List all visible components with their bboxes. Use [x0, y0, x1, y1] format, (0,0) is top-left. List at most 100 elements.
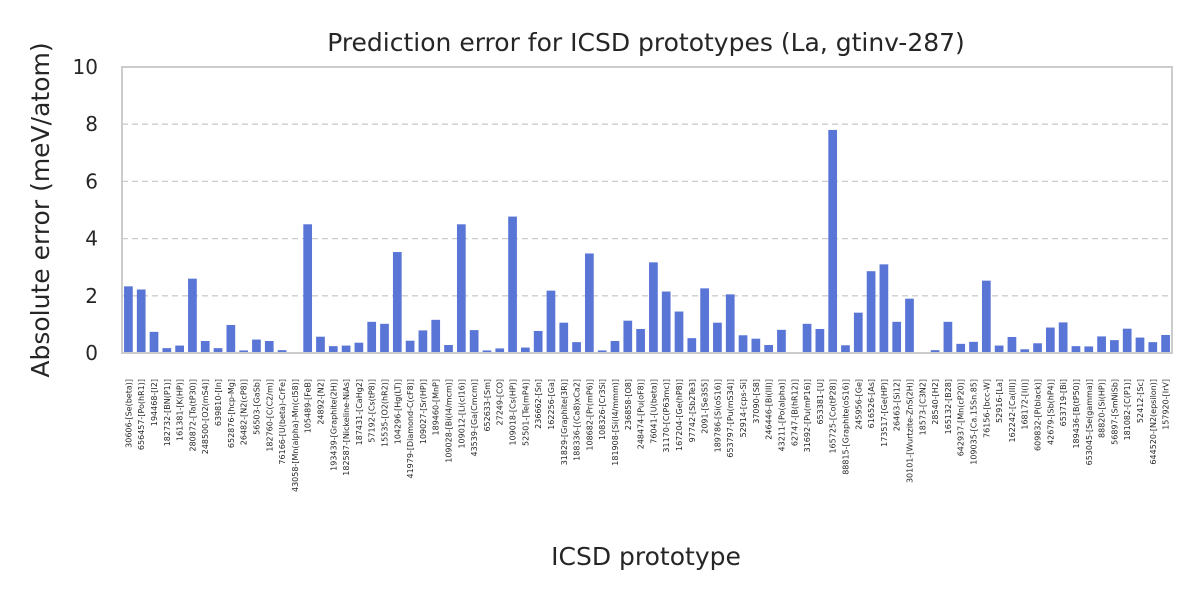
x-tick-label: 246446-[Bi(III)] [765, 379, 774, 440]
x-tick-label: 57192-[Cs(tP8)] [368, 379, 377, 443]
x-tick-label: 42679-[Sb(hP4)] [1046, 379, 1055, 445]
x-tick-label: 189460-[MnP] [432, 379, 441, 435]
x-tick-label: 18573-[C3N2] [918, 379, 927, 435]
x-tick-label: 52501-[Te(mP4)] [521, 379, 530, 446]
bar [802, 323, 812, 353]
bar [623, 320, 633, 353]
bar [636, 328, 645, 353]
bar [981, 280, 991, 353]
bar [725, 294, 735, 353]
x-tick-label: 182732-[BN(P1)] [163, 379, 172, 446]
bar [1135, 337, 1145, 353]
x-tick-label: 109035-[Ca.15Sn.85] [970, 379, 979, 465]
bar [303, 224, 313, 353]
bar [162, 348, 172, 353]
x-axis-label: ICSD prototype [551, 542, 741, 571]
x-tick-label: 245956-[Ge] [854, 379, 863, 430]
bar [738, 335, 748, 353]
x-tick-label: 62747-[B(hR12)] [790, 379, 799, 446]
x-tick-label: 24892-[N2] [316, 379, 325, 425]
y-tick-label: 2 [85, 284, 98, 308]
bar [661, 291, 671, 353]
bar [200, 340, 210, 353]
x-tick-label: 104296-[Hg(LT)] [393, 379, 402, 444]
bar [392, 252, 402, 353]
bar [1046, 327, 1055, 353]
x-tick-label: 653719-[Bi] [1059, 379, 1068, 426]
bar [124, 286, 133, 353]
bar [1007, 336, 1017, 353]
x-tick-label: 30606-[Se(beta)] [124, 379, 133, 448]
x-tick-label: 652876-[hcp-Mg] [227, 379, 236, 448]
x-tick-label: 189786-[Si(oS16)] [713, 379, 722, 452]
bar [367, 321, 377, 353]
x-tick-label: 182587-[Nickeline-NiAs] [342, 379, 351, 476]
x-tick-label: 28540-[H2] [931, 379, 940, 425]
bar [495, 348, 505, 353]
bar [815, 328, 825, 353]
bar [956, 343, 966, 353]
bar [1084, 346, 1094, 353]
x-tick-label: 653045-[Se(gamma)] [1085, 379, 1094, 465]
x-tick-label: 187431-[CaHg2] [355, 379, 364, 445]
x-tick-label: 37090-[S8] [752, 379, 761, 424]
x-tick-label: 165132-[B28] [944, 379, 953, 434]
y-tick-labels: 0 2 4 6 8 10 [73, 55, 98, 365]
bar [239, 350, 248, 353]
y-axis-label: Absolute error (meV/atom) [26, 42, 55, 377]
bar [328, 346, 338, 353]
x-tick-label: 642937-[Mn(cP20)] [957, 379, 966, 456]
bar [213, 348, 223, 353]
bar [572, 342, 581, 353]
x-tick-label: 161381-[K(HP)] [176, 379, 185, 441]
bar [610, 340, 620, 353]
bar [943, 321, 953, 353]
bar [341, 345, 351, 353]
x-tick-label: 31170-[C(P63mc)] [662, 379, 671, 453]
bar [597, 350, 607, 353]
bar [277, 350, 287, 353]
x-tick-label: 31829-[Graphite(3R)] [560, 379, 569, 465]
bar [930, 350, 940, 353]
bar [1110, 340, 1119, 353]
x-tick-label: 236662-[Sn] [534, 379, 543, 429]
plot-frame [121, 66, 1173, 354]
x-tick-label: 109028-[Bi(I4/mcm)] [445, 379, 454, 463]
x-tick-label: 194468-[I2] [150, 379, 159, 426]
x-tick-label: 162242-[Ca(III)] [1008, 379, 1017, 442]
x-tick-label: 616526-[As] [867, 379, 876, 428]
y-tick-label: 8 [85, 112, 98, 136]
x-tick-label: 41979-[Diamond-C(cF8)] [406, 379, 415, 479]
bar [508, 216, 517, 353]
bar [316, 336, 325, 353]
bar [751, 338, 761, 353]
bar [469, 330, 479, 353]
bar [1148, 342, 1158, 353]
x-tick-label: 43539-[Ga(Cmcm)] [470, 379, 479, 457]
bar [828, 129, 838, 353]
x-tick-label: 609832-[P(black)] [1034, 379, 1043, 451]
x-tick-label: 168172-[I(I)] [1021, 379, 1030, 430]
x-tick-label: 76166-[U(beta)-CrFe] [278, 379, 287, 465]
bar [456, 224, 466, 353]
x-tick-label: 15535-[O2(hR2)] [381, 379, 390, 447]
x-tick-label: 280872-[Ta(tP30)] [188, 379, 197, 452]
x-tick-label: 52412-[Sc] [1136, 379, 1145, 423]
bar [994, 345, 1004, 353]
bar [380, 323, 389, 353]
x-tick-label: 52914-[cps-Si] [739, 379, 748, 437]
x-tick-label: 162256-[Ga] [547, 379, 556, 430]
bar [405, 340, 415, 353]
x-tick-label: 43211-[Po(alpha)] [777, 379, 786, 451]
x-tick-label: 181908-[Si(I4/mmm)] [611, 379, 620, 466]
bar [969, 341, 978, 353]
x-tick-label: 644520-[N2(epsilon)] [1149, 379, 1158, 465]
bar [687, 338, 697, 353]
bar [1033, 343, 1042, 353]
bar [892, 321, 902, 353]
x-tick-label: 189436-[B(tP50)] [1072, 379, 1081, 449]
chart-title: Prediction error for ICSD prototypes (La… [327, 28, 965, 57]
bar [533, 330, 543, 353]
x-tick-label: 97742-[Sb2Te3] [688, 379, 697, 442]
